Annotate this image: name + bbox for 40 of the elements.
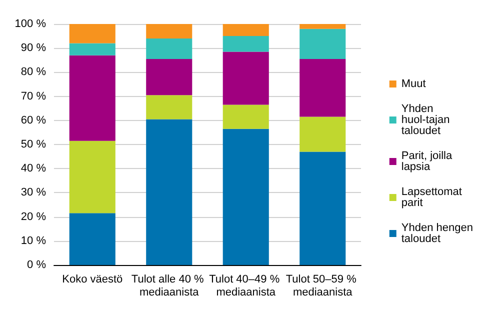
legend-label: Yhden hengen taloudet	[401, 222, 476, 245]
bar	[146, 24, 192, 38]
bar	[222, 128, 269, 265]
y-tick-label: 30 %	[20, 186, 46, 199]
y-tick-label: 0 %	[27, 259, 46, 271]
x-tick-label: Tulot alle 40 % mediaanista	[131, 274, 207, 298]
bar	[222, 36, 269, 52]
bar	[69, 140, 116, 214]
bar	[222, 24, 269, 36]
x-tick-label: Tulot 40–49 % mediaanista	[209, 274, 283, 298]
bar	[300, 24, 346, 29]
y-tick-label: 60 %	[20, 114, 46, 126]
y-tick-label: 10 %	[20, 234, 46, 247]
y-tick-label: 20 %	[20, 210, 46, 223]
bar	[69, 43, 116, 56]
bar	[222, 52, 269, 105]
y-tick-label: 100 %	[14, 18, 46, 30]
legend-label: Muut	[401, 78, 426, 90]
legend-label: Lapsettomat parit	[401, 186, 465, 209]
bar	[300, 152, 346, 265]
x-tick-label: Tulot 50–59 % mediaanista	[286, 274, 360, 298]
x-tick-label: Koko väestö	[62, 274, 123, 286]
bar	[146, 58, 192, 96]
bar	[300, 116, 346, 152]
bar	[69, 24, 116, 44]
bar	[69, 213, 116, 265]
legend-label: Parit, joilla lapsia	[401, 150, 456, 173]
y-tick-label: 70 %	[20, 90, 46, 102]
bar	[146, 95, 192, 120]
y-tick-label: 50 %	[20, 138, 46, 150]
y-tick-label: 80 %	[20, 66, 46, 78]
y-tick-label: 40 %	[20, 162, 46, 175]
bar	[222, 104, 269, 129]
bar	[69, 55, 116, 141]
bar	[300, 58, 346, 117]
bar	[146, 119, 192, 265]
bar	[146, 38, 192, 59]
bar	[300, 28, 346, 59]
y-tick-label: 90 %	[20, 42, 46, 54]
legend-label: Yhden huol-tajan taloudet	[401, 103, 453, 137]
